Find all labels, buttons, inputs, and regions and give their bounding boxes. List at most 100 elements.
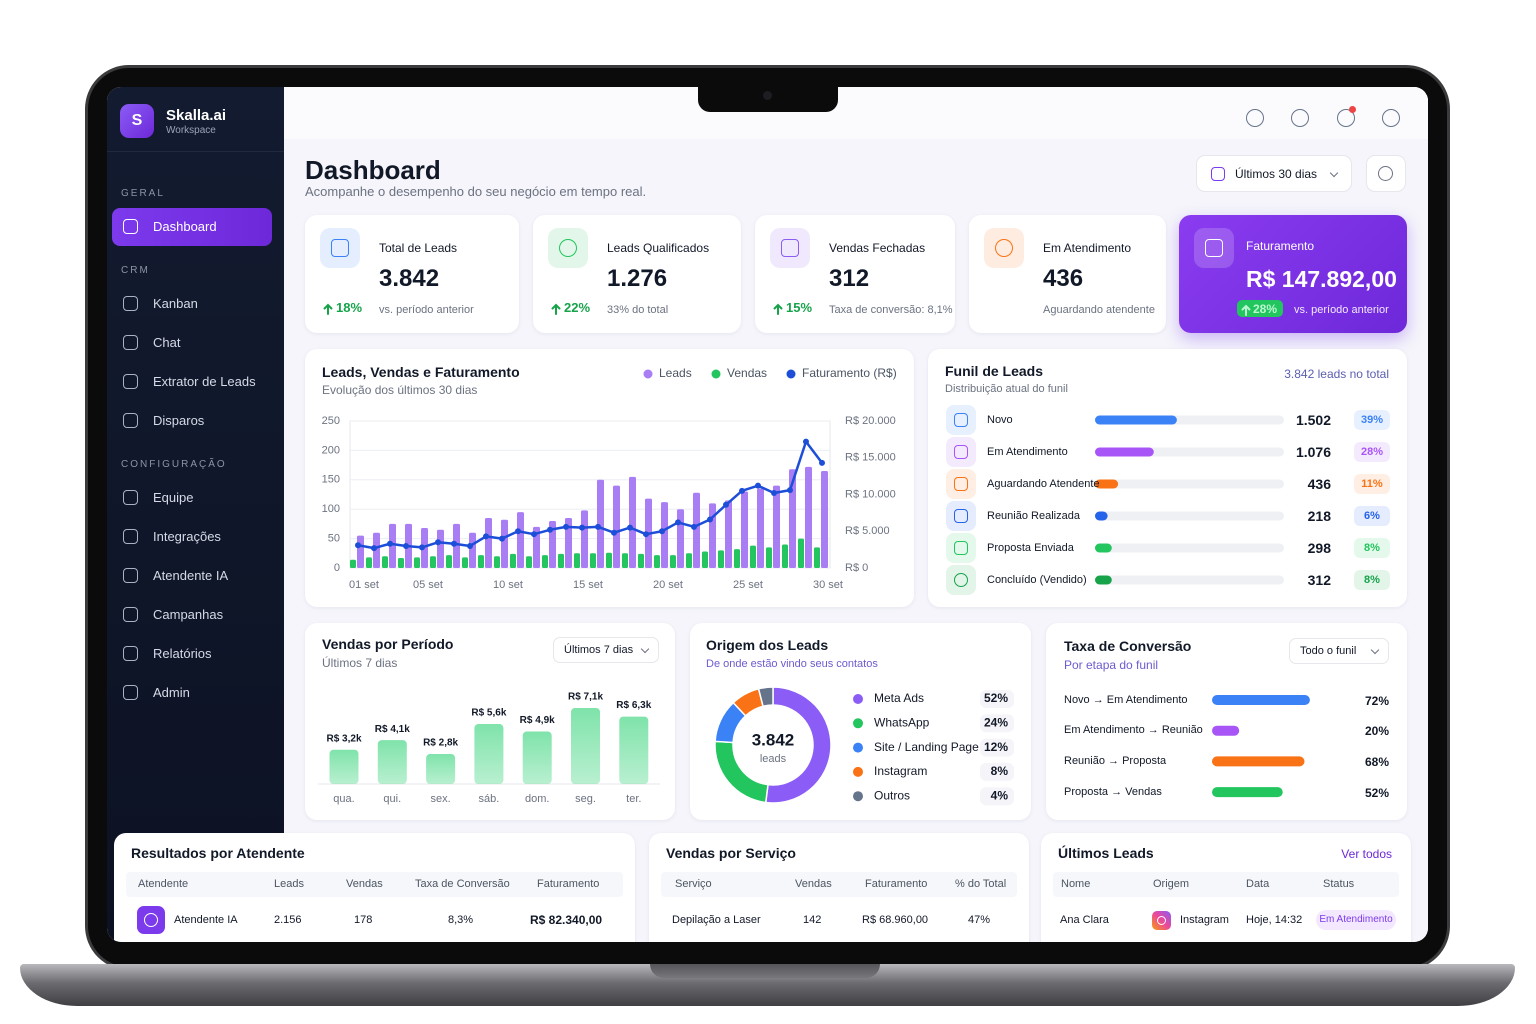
donut-center-label: leads <box>760 753 787 765</box>
column-header: Leads <box>274 877 304 890</box>
nav-item[interactable]: Kanban <box>153 296 198 311</box>
bar <box>350 559 356 568</box>
sales-bar <box>571 708 600 784</box>
filter-dropdown[interactable] <box>553 637 659 663</box>
legend-value: 24% <box>984 715 1008 729</box>
legend-label: Outros <box>874 788 910 802</box>
kpi-label: Leads Qualificados <box>607 240 710 255</box>
chart-subtitle: De onde estão vindo seus contatos <box>706 657 878 670</box>
table-cell: R$ 68.960,00 <box>862 913 929 926</box>
kpi-icon-glyph <box>331 239 349 257</box>
y2-tick-label: R$ 10.000 <box>845 488 896 500</box>
toolbar-icon[interactable] <box>1337 109 1355 127</box>
funnel-title: Funil de Leads <box>945 363 1044 379</box>
legend-value: 12% <box>984 740 1008 754</box>
column-header: Vendas <box>346 877 383 890</box>
revenue-point <box>723 501 729 508</box>
step-value: 68% <box>1364 754 1389 769</box>
nav-icon <box>123 529 138 544</box>
table-action[interactable]: Ver todos <box>1341 846 1392 861</box>
calendar-icon <box>1211 167 1225 181</box>
revenue-point <box>771 490 777 497</box>
x-tick-label: sáb. <box>479 793 500 805</box>
kpi-label: Em Atendimento <box>1043 240 1132 255</box>
revenue-point <box>819 459 825 466</box>
nav-item[interactable]: Equipe <box>153 490 194 505</box>
step-name: Novo → Em Atendimento <box>1064 693 1188 706</box>
notification-dot <box>1349 106 1356 113</box>
nav-item[interactable]: Dashboard <box>153 219 217 234</box>
column-header: Status <box>1323 877 1355 890</box>
step-name: Proposta → Vendas <box>1064 785 1162 798</box>
legend-dot <box>853 766 863 777</box>
revenue-point <box>467 542 473 549</box>
value-label: R$ 6,3k <box>616 700 651 711</box>
range-button[interactable] <box>1196 155 1352 192</box>
bar <box>494 556 500 568</box>
legend-label: Site / Landing Page <box>874 740 979 754</box>
stage-icon <box>946 501 976 531</box>
toolbar-icon[interactable] <box>1382 109 1400 127</box>
filter-label: Todo o funil <box>1300 644 1357 657</box>
toolbar-icon[interactable] <box>1291 109 1309 127</box>
kpi-card <box>1179 215 1407 333</box>
y2-tick-label: R$ 5.000 <box>845 525 890 537</box>
revenue-point <box>787 487 793 494</box>
step-bar <box>1212 756 1305 767</box>
legend-dot <box>853 718 863 729</box>
nav-item[interactable]: Admin <box>153 685 190 700</box>
refresh-icon <box>1378 166 1393 181</box>
nav-active[interactable] <box>112 208 272 246</box>
x-tick-label: qui. <box>383 793 401 805</box>
bar <box>638 553 644 568</box>
page-title: Dashboard <box>305 155 441 185</box>
arrow-up <box>323 303 333 315</box>
chart-title: Leads, Vendas e Faturamento <box>322 364 520 380</box>
step-bar <box>1212 695 1310 705</box>
toolbar-icon[interactable] <box>1246 109 1264 127</box>
kpi-change-badge <box>1237 300 1283 317</box>
kpi-card <box>969 215 1166 333</box>
value-label: R$ 4,9k <box>520 715 555 726</box>
bar <box>389 523 396 568</box>
top-bar <box>284 87 1428 139</box>
value-label: R$ 2,8k <box>423 738 458 749</box>
revenue-point <box>675 519 681 526</box>
table-cell: Depilação a Laser <box>672 913 761 926</box>
stage-track <box>1095 479 1284 489</box>
nav-item[interactable]: Extrator de Leads <box>153 374 256 389</box>
nav-icon <box>123 335 138 350</box>
x-tick-label: qua. <box>333 793 354 805</box>
bar <box>478 555 484 568</box>
bar <box>574 553 580 568</box>
nav-item[interactable]: Relatórios <box>153 646 212 661</box>
kpi-change: 15% <box>786 300 813 315</box>
column-header: Taxa de Conversão <box>415 877 510 890</box>
arrow-up <box>1241 304 1251 316</box>
nav-item[interactable]: Integrações <box>153 529 221 544</box>
status-badge: Em Atendimento <box>1316 910 1396 930</box>
nav-item[interactable]: Disparos <box>153 413 205 428</box>
table-cell: 178 <box>354 913 373 926</box>
kpi-card <box>533 215 741 333</box>
bar <box>622 553 628 568</box>
stage-bar <box>1095 415 1177 425</box>
stage-icon-glyph <box>954 509 968 523</box>
nav-item[interactable]: Campanhas <box>153 607 224 622</box>
x-tick-label: 15 set <box>573 579 603 591</box>
nav-item[interactable]: Atendente IA <box>153 568 229 583</box>
conversion-filter[interactable] <box>1289 638 1389 664</box>
stage-icon-glyph <box>954 573 968 587</box>
bar <box>709 503 716 568</box>
stage-percent: 39% <box>1354 410 1390 430</box>
kpi-label: Vendas Fechadas <box>829 240 926 255</box>
nav-item[interactable]: Chat <box>153 335 181 350</box>
x-tick-label: 10 set <box>493 579 523 591</box>
step-value: 52% <box>1364 785 1389 800</box>
bar <box>741 491 748 568</box>
table-header-band <box>1053 872 1399 897</box>
kpi-icon-glyph <box>559 239 577 257</box>
sidebar-divider <box>107 151 284 152</box>
legend-dot <box>853 742 863 753</box>
table-cell: 142 <box>803 913 822 926</box>
